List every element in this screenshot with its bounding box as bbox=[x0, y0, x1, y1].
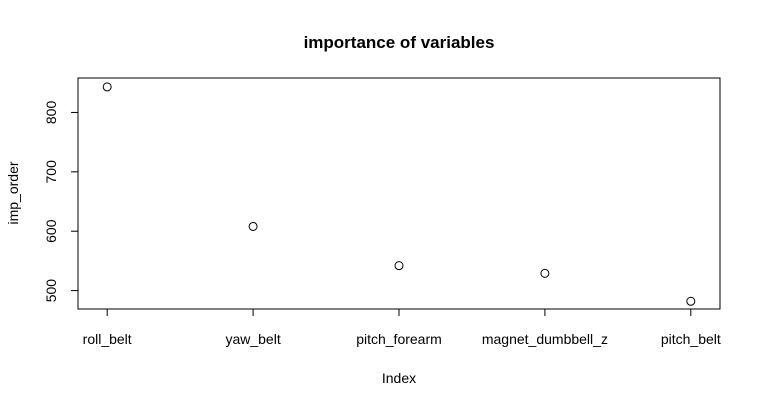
y-axis: 500 600 700 800 bbox=[43, 101, 79, 303]
y-tick-label: 500 bbox=[43, 279, 59, 303]
chart-title: importance of variables bbox=[304, 33, 495, 52]
data-point bbox=[540, 268, 550, 278]
y-tick-label: 800 bbox=[43, 101, 59, 125]
x-tick-label: magnet_dumbbell_z bbox=[482, 331, 608, 347]
y-tick-label: 600 bbox=[43, 219, 59, 243]
y-tick-label: 700 bbox=[43, 160, 59, 184]
x-tick-label: pitch_belt bbox=[661, 331, 721, 347]
plot-frame bbox=[77, 77, 721, 310]
data-points bbox=[102, 82, 696, 306]
data-point bbox=[686, 296, 696, 306]
x-axis: roll_belt yaw_belt pitch_forearm magnet_dum… bbox=[83, 308, 721, 347]
x-tick-label: pitch_forearm bbox=[356, 331, 442, 347]
x-tick-label: roll_belt bbox=[83, 331, 132, 347]
y-axis-label: imp_order bbox=[5, 161, 21, 224]
x-axis-label: Index bbox=[382, 370, 416, 386]
data-point bbox=[394, 261, 404, 271]
data-point bbox=[248, 221, 258, 231]
data-point bbox=[102, 82, 112, 92]
x-tick-label: yaw_belt bbox=[225, 331, 280, 347]
